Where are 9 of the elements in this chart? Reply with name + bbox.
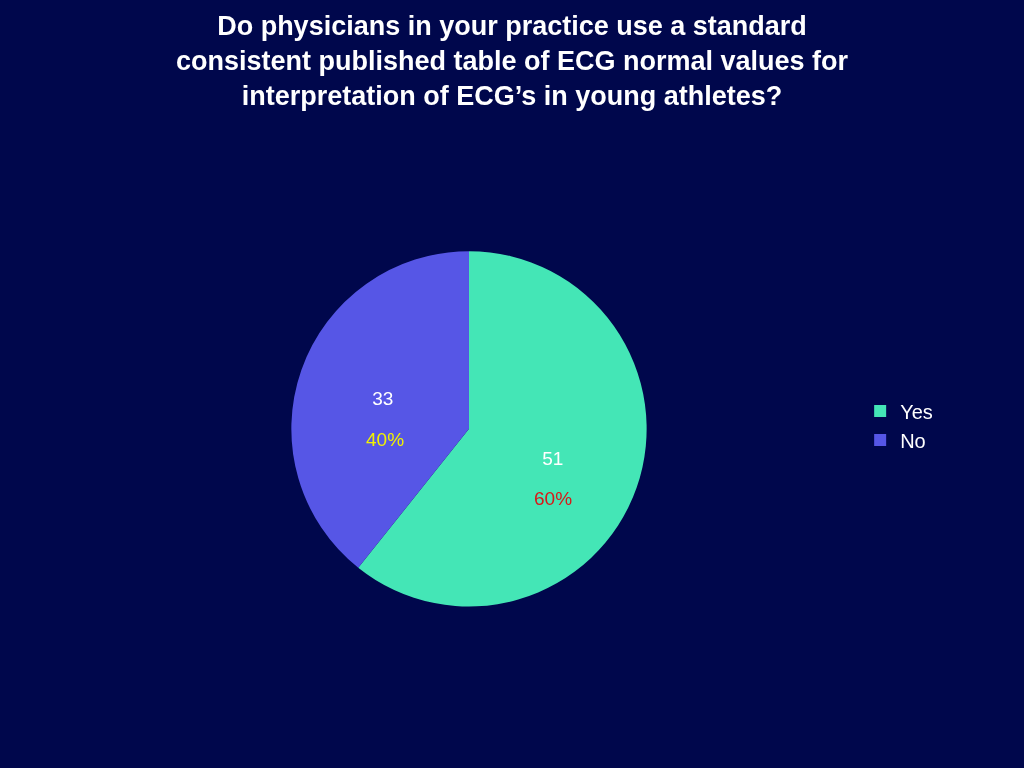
data-label: 51 [542, 447, 564, 469]
text: 60% [534, 488, 573, 509]
data-label: 33 [372, 388, 394, 410]
pie-slice [358, 251, 647, 607]
legend-label: No [900, 429, 926, 452]
legend-label: Yes [900, 400, 933, 423]
text: 40% [366, 429, 405, 450]
chart-title: Do physicians in your practice use a standard consistent published table of ECG normal values for interpretation of ECG’s in young athletes? [175, 10, 849, 111]
pie-slice [291, 251, 469, 568]
